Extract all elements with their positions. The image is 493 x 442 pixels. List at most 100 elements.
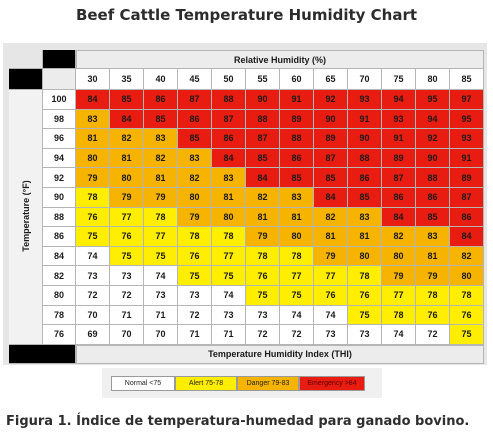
heatmap-cell: 69 [76,325,110,345]
heatmap-cell: 88 [416,168,450,188]
heatmap-cell: 79 [178,207,212,228]
heatmap-cell: 71 [178,325,212,345]
heatmap-cell: 78 [382,305,416,326]
y-tick-label: 88 [43,207,76,228]
x-axis-label: Relative Humidity (%) [76,50,484,69]
heatmap-cell: 84 [212,148,246,169]
heatmap-cell: 74 [76,246,110,267]
heatmap-cell: 74 [212,286,246,306]
heatmap-cell: 90 [348,129,382,149]
heatmap-cell: 91 [348,109,382,130]
heatmap-cell: 77 [212,246,246,267]
heatmap-cell: 82 [246,188,280,208]
heatmap-cell: 86 [280,148,314,169]
legend-item: Normal <75 [111,376,175,391]
heatmap-cell: 78 [348,266,382,286]
heatmap-cell: 79 [382,266,416,286]
heatmap-cell: 88 [212,90,246,110]
heatmap-cell: 81 [144,168,178,188]
heatmap-cell: 86 [178,109,212,130]
y-tick-label: 96 [43,129,76,149]
corner-block-gap-2 [43,69,76,90]
heatmap-cell: 88 [348,148,382,169]
heatmap-cell: 90 [314,109,348,130]
heatmap-cell: 87 [314,148,348,169]
heatmap-cell: 83 [280,188,314,208]
heatmap-cell: 85 [416,207,450,228]
heatmap-cell: 85 [280,168,314,188]
x-tick-label: 35 [110,69,144,90]
heatmap-cell: 72 [246,325,280,345]
heatmap-cell: 75 [246,286,280,306]
heatmap-cell: 76 [76,207,110,228]
heatmap-cell: 80 [212,207,246,228]
heatmap-cell: 81 [348,227,382,247]
heatmap-cell: 80 [382,246,416,267]
heatmap-cell: 82 [110,129,144,149]
heatmap-cell: 75 [178,266,212,286]
heatmap-cell: 73 [246,305,280,326]
heatmap-cell: 82 [382,227,416,247]
heatmap-cell: 86 [450,207,484,228]
heatmap-cell: 73 [110,266,144,286]
heatmap-cell: 72 [110,286,144,306]
heatmap-cell: 78 [280,246,314,267]
heatmap-cell: 86 [212,129,246,149]
y-tick-label: 90 [43,188,76,208]
heatmap-cell: 87 [178,90,212,110]
heatmap-cell: 71 [144,305,178,326]
heatmap-cell: 88 [280,129,314,149]
x-tick-label: 60 [280,69,314,90]
heatmap-cell: 72 [416,325,450,345]
y-tick-label: 94 [43,148,76,169]
heatmap-cell: 78 [416,286,450,306]
y-axis-label-column [9,90,43,345]
heatmap-cell: 91 [280,90,314,110]
heatmap-cell: 85 [144,109,178,130]
heatmap-cell: 73 [212,305,246,326]
heatmap-cell: 73 [348,325,382,345]
heatmap-cell: 81 [314,227,348,247]
heatmap-cell: 72 [178,305,212,326]
heatmap-cell: 75 [212,266,246,286]
corner-block-left [9,69,43,90]
heatmap-cell: 73 [178,286,212,306]
heatmap-cell: 76 [246,266,280,286]
heatmap-cell: 93 [382,109,416,130]
chart-title: Beef Cattle Temperature Humidity Chart [75,6,418,24]
heatmap-cell: 85 [178,129,212,149]
heatmap-cell: 83 [212,168,246,188]
heatmap-cell: 76 [110,227,144,247]
heatmap-cell: 74 [314,305,348,326]
heatmap-cell: 78 [450,286,484,306]
figure-caption: Figura 1. Índice de temperatura-humedad … [6,414,470,429]
heatmap-cell: 87 [212,109,246,130]
heatmap-cell: 93 [450,129,484,149]
heatmap-cell: 79 [144,188,178,208]
heatmap-cell: 97 [450,90,484,110]
heatmap-cell: 84 [382,207,416,228]
heatmap-cell: 75 [280,286,314,306]
heatmap-cell: 72 [76,286,110,306]
y-tick-label: 76 [43,325,76,345]
heatmap-cell: 72 [280,325,314,345]
heatmap-cell: 80 [280,227,314,247]
heatmap-cell: 77 [110,207,144,228]
y-tick-label: 84 [43,246,76,267]
x-tick-label: 50 [212,69,246,90]
heatmap-cell: 85 [246,148,280,169]
legend-item: Danger 79-83 [237,376,299,391]
heatmap-cell: 80 [348,246,382,267]
heatmap-cell: 77 [144,227,178,247]
heatmap-cell: 79 [314,246,348,267]
heatmap-cell: 76 [178,246,212,267]
heatmap-cell: 79 [76,168,110,188]
heatmap-cell: 86 [382,188,416,208]
heatmap-cell: 93 [348,90,382,110]
heatmap-cell: 77 [314,266,348,286]
heatmap-cell: 89 [314,129,348,149]
heatmap-cell: 78 [246,246,280,267]
heatmap-cell: 85 [314,168,348,188]
heatmap-cell: 81 [76,129,110,149]
x-tick-label: 75 [382,69,416,90]
